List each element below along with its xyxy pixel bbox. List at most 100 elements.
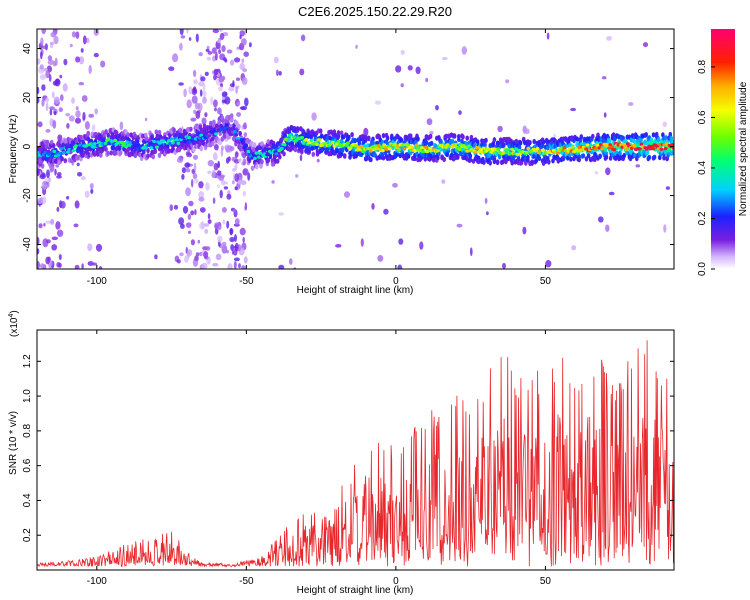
spectrogram-noise-cell — [598, 216, 604, 223]
spectrogram-noise-cell — [360, 238, 364, 247]
spectrogram-noise-cell — [188, 86, 193, 95]
spectrogram-peak-cell — [632, 144, 637, 148]
spectrogram-noise-cell — [173, 204, 179, 210]
spectrogram-noise-cell — [234, 186, 238, 191]
snr-ylabel: SNR (10 * v/v) — [8, 411, 19, 475]
spectrogram-noise-cell — [227, 263, 233, 269]
spectrogram-noise-cell — [628, 102, 634, 106]
spectrogram-noise-cell — [223, 57, 227, 62]
spectrogram-ridge-cell — [371, 140, 375, 146]
spectrogram-noise-cell — [213, 99, 218, 108]
spectrogram-noise-cell — [144, 117, 148, 122]
spectrogram-noise-cell — [82, 111, 86, 121]
spectrogram-peak-cell — [638, 147, 642, 151]
spectrogram-noise-cell — [241, 77, 248, 85]
spectrogram-peak-cell — [171, 141, 175, 145]
svg-text:(x104): (x104) — [8, 310, 20, 337]
spectrogram-noise-cell — [229, 236, 235, 243]
spectrogram-noise-cell — [185, 168, 191, 173]
spectrogram-noise-cell — [186, 99, 192, 109]
spectrogram-noise-cell — [213, 152, 218, 161]
spectrogram-ridge-cell — [457, 134, 461, 140]
spectrogram-ridge-cell — [154, 129, 159, 135]
spectrogram-noise-cell — [80, 176, 86, 181]
spectrogram-peak-cell — [555, 151, 560, 155]
spectrogram-noise-cell — [66, 123, 70, 129]
spectrogram-noise-cell — [233, 261, 237, 269]
snr-xtick-label: -50 — [239, 576, 254, 587]
spectrogram-noise-cell — [278, 264, 285, 269]
spectrogram-noise-cell — [84, 121, 90, 130]
spectrogram-peak-cell — [376, 144, 381, 148]
spectrogram-noise-cell — [425, 77, 429, 83]
spectrogram-noise-cell — [606, 36, 612, 41]
spectrogram-ridge-cell — [518, 140, 523, 146]
spectrogram-ridge-cell — [106, 150, 110, 156]
spectrogram-noise-cell — [50, 218, 55, 225]
spectrogram-ridge-cell — [340, 147, 345, 153]
spectrogram-noise-cell — [244, 202, 248, 211]
spectrogram-noise-cell — [570, 107, 577, 112]
spectrogram-ridge-cell — [416, 136, 420, 142]
spectrogram-ridge-cell — [336, 133, 341, 140]
spectrogram-noise-cell — [191, 87, 198, 96]
spectrogram-ridge-cell — [622, 153, 626, 159]
spectrogram-peak-cell — [346, 141, 350, 145]
spectrogram-ridge-cell — [364, 155, 369, 161]
colorbar-gradient — [711, 29, 735, 269]
spectrogram-ridge-cell — [106, 132, 110, 138]
spectrogram-peak-cell — [246, 149, 251, 153]
spectrogram-peak-cell — [570, 145, 575, 149]
spectrogram-noise-cell — [192, 69, 197, 77]
spectrogram-noise-cell — [395, 65, 402, 73]
spectrogram-ridge-cell — [251, 146, 256, 152]
spectrogram-noise-cell — [212, 29, 219, 34]
spectrogram-noise-cell — [55, 164, 60, 168]
spectrogram-noise-cell — [44, 178, 51, 183]
spectrogram-noise-cell — [273, 56, 279, 64]
spectrogram-noise-cell — [45, 129, 51, 133]
spectrogram-noise-cell — [215, 51, 218, 61]
spectrogram-ytick-label: 0 — [22, 143, 33, 149]
spectrogram-peak-cell — [639, 142, 644, 146]
spectrogram-noise-cell — [39, 74, 47, 80]
spectrogram-noise-cell — [46, 169, 50, 179]
spectrogram-peak-cell — [608, 143, 613, 147]
spectrogram-noise-cell — [217, 184, 220, 188]
spectrogram-peak-cell — [620, 145, 625, 149]
spectrogram-noise-cell — [397, 264, 403, 269]
spectrogram-peak-cell — [566, 149, 571, 153]
spectrogram-ridge-cell — [258, 145, 262, 151]
spectrogram-ridge-cell — [199, 146, 204, 152]
spectrogram-peak-cell — [228, 124, 233, 128]
spectrogram-ridge-cell — [423, 156, 428, 162]
spectrogram-noise-cell — [75, 110, 81, 118]
spectrogram-noise-cell — [53, 96, 60, 105]
spectrogram-noise-cell — [239, 34, 242, 40]
spectrogram-noise-cell — [441, 56, 448, 61]
spectrogram-peak-cell — [251, 153, 256, 157]
spectrogram-peak-cell — [269, 151, 274, 155]
spectrogram-peak-cell — [282, 143, 287, 147]
spectrogram-ridge-cell — [38, 159, 42, 165]
spectrogram-noise-cell — [194, 209, 197, 216]
spectrogram-noise-cell — [295, 174, 299, 178]
spectrogram-ridge-cell — [104, 146, 108, 152]
spectrogram-noise-cell — [233, 257, 240, 262]
spectrogram-noise-cell — [190, 117, 197, 122]
spectrogram-noise-cell — [60, 201, 66, 209]
spectrogram-ridge-cell — [347, 134, 351, 140]
spectrogram-noise-cell — [74, 264, 80, 269]
spectrogram-noise-cell — [383, 208, 389, 215]
spectrogram-peak-cell — [421, 150, 426, 154]
spectrogram-ridge-cell — [318, 128, 323, 134]
spectrogram-ytick-label: -20 — [22, 188, 33, 203]
spectrogram-noise-cell — [219, 189, 223, 199]
spectrogram-peak-cell — [336, 139, 341, 144]
spectrogram-noise-cell — [62, 83, 68, 92]
spectrogram-noise-cell — [45, 97, 49, 104]
spectrogram-noise-cell — [198, 81, 205, 87]
spectrogram-noise-cell — [42, 45, 46, 49]
spectrogram-noise-cell — [665, 186, 671, 190]
spectrogram-noise-cell — [183, 88, 187, 98]
